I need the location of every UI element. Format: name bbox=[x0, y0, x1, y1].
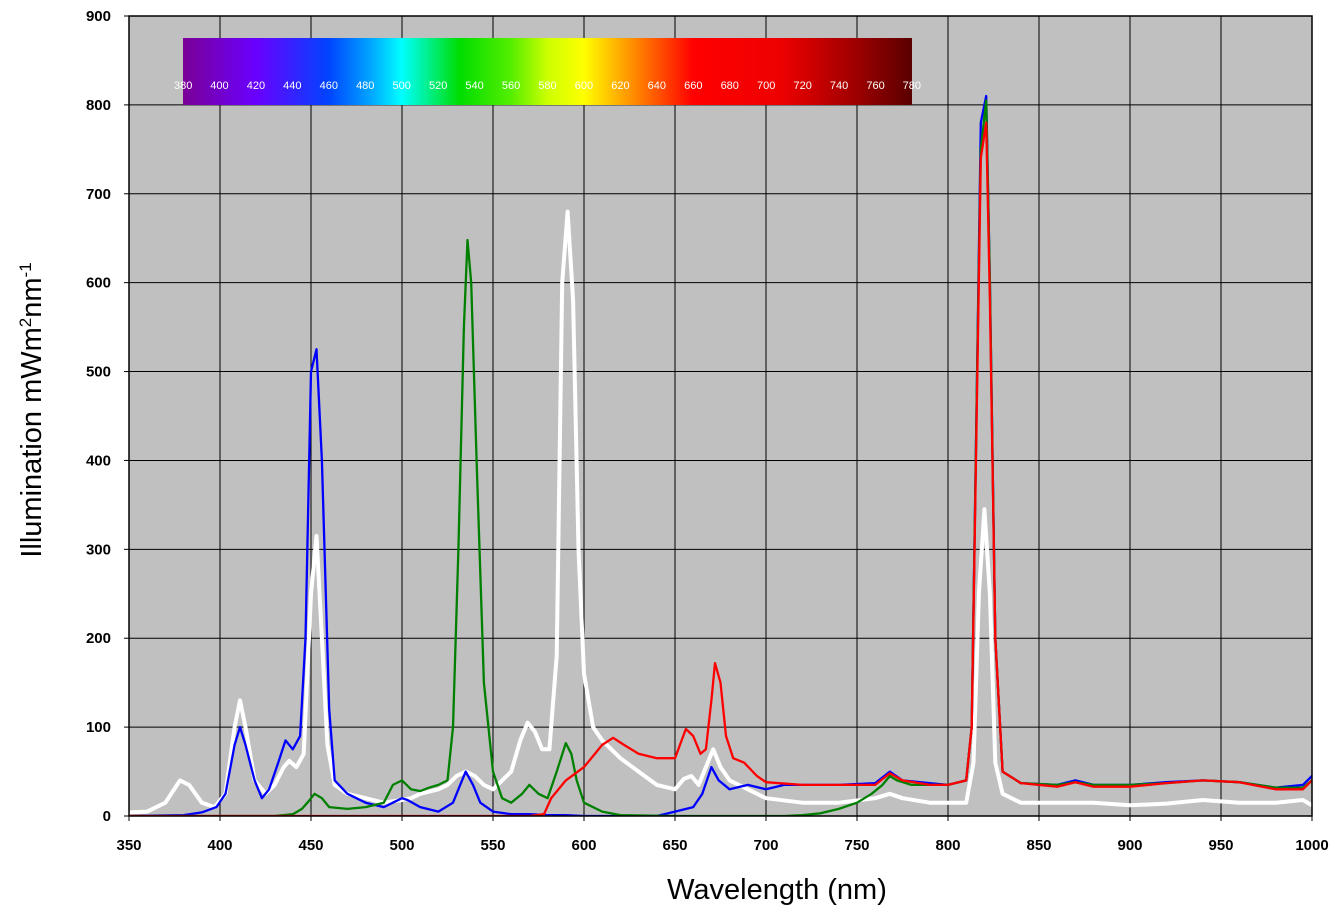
y-axis-ticks: 0 100 200 300 400 500 600 700 800 900 bbox=[86, 8, 129, 825]
x-tick-label: 750 bbox=[844, 837, 869, 854]
plot-border bbox=[128, 15, 1313, 817]
spectrum-strip-label: 480 bbox=[356, 80, 374, 92]
x-axis-ticks: 350 400 450 500 550 600 650 700 750 800 850 900 950 1… bbox=[116, 816, 1329, 854]
x-tick-label: 400 bbox=[207, 837, 232, 854]
spectrum-strip-label: 560 bbox=[502, 80, 520, 92]
y-tick-label: 100 bbox=[86, 719, 111, 736]
y-tick-label: 500 bbox=[86, 364, 111, 381]
y-tick-label: 200 bbox=[86, 630, 111, 647]
x-tick-label: 950 bbox=[1208, 837, 1233, 854]
x-tick-label: 700 bbox=[753, 837, 778, 854]
spectrum-strip-label: 660 bbox=[684, 80, 702, 92]
spectrum-strip-label: 380 bbox=[174, 80, 192, 92]
x-tick-label: 550 bbox=[480, 837, 505, 854]
spectrum-strip-label: 640 bbox=[648, 80, 666, 92]
x-tick-label: 650 bbox=[662, 837, 687, 854]
y-axis-title-main: Illumination mWm bbox=[16, 327, 48, 557]
spectrum-strip-label: 440 bbox=[283, 80, 301, 92]
spectrum-strip-label: 520 bbox=[429, 80, 447, 92]
y-tick-label: 800 bbox=[86, 97, 111, 114]
x-tick-label: 450 bbox=[298, 837, 323, 854]
x-tick-label: 900 bbox=[1117, 837, 1142, 854]
y-axis-title: Illumination mWm2nm-1 bbox=[16, 262, 48, 557]
y-tick-label: 700 bbox=[86, 186, 111, 203]
spectrum-strip-labels: 380 400 420 440 460 480 500 520 540 560 580 600 620 6… bbox=[174, 80, 921, 92]
spectrum-strip-label: 680 bbox=[721, 80, 739, 92]
x-axis-title: Wavelength (nm) bbox=[667, 874, 887, 906]
spectrum-strip-label: 760 bbox=[866, 80, 884, 92]
y-tick-label: 600 bbox=[86, 275, 111, 292]
x-tick-label: 800 bbox=[935, 837, 960, 854]
y-axis-title-mid: nm bbox=[16, 277, 48, 317]
series-line-0 bbox=[129, 209, 1312, 815]
y-tick-label: 400 bbox=[86, 452, 111, 469]
spectrum-strip-label: 740 bbox=[830, 80, 848, 92]
x-tick-label: 600 bbox=[571, 837, 596, 854]
y-axis-title-sup2: -1 bbox=[16, 262, 35, 277]
spectrum-strip-label: 700 bbox=[757, 80, 775, 92]
series-line-3 bbox=[129, 121, 1312, 816]
y-axis-title-sup1: 2 bbox=[16, 318, 35, 327]
spectrum-strip-label: 620 bbox=[611, 80, 629, 92]
x-tick-label: 1000 bbox=[1295, 837, 1328, 854]
y-tick-label: 300 bbox=[86, 541, 111, 558]
data-series bbox=[129, 94, 1312, 816]
spectrum-strip-label: 500 bbox=[393, 80, 411, 92]
spectrum-strip-label: 540 bbox=[465, 80, 483, 92]
y-tick-label: 0 bbox=[103, 808, 111, 825]
x-tick-label: 500 bbox=[389, 837, 414, 854]
spectrum-strip: 380 400 420 440 460 480 500 520 540 560 580 600 620 6… bbox=[174, 38, 921, 105]
x-tick-label: 850 bbox=[1026, 837, 1051, 854]
spectrum-strip-label: 420 bbox=[247, 80, 265, 92]
spectrum-strip-label: 780 bbox=[903, 80, 921, 92]
spectrum-strip-label: 400 bbox=[210, 80, 228, 92]
spectrum-strip-label: 720 bbox=[793, 80, 811, 92]
x-tick-label: 350 bbox=[116, 837, 141, 854]
spectrum-strip-label: 580 bbox=[538, 80, 556, 92]
spectrum-strip-label: 600 bbox=[575, 80, 593, 92]
spectrum-strip-label: 460 bbox=[320, 80, 338, 92]
y-tick-label: 900 bbox=[86, 8, 111, 25]
